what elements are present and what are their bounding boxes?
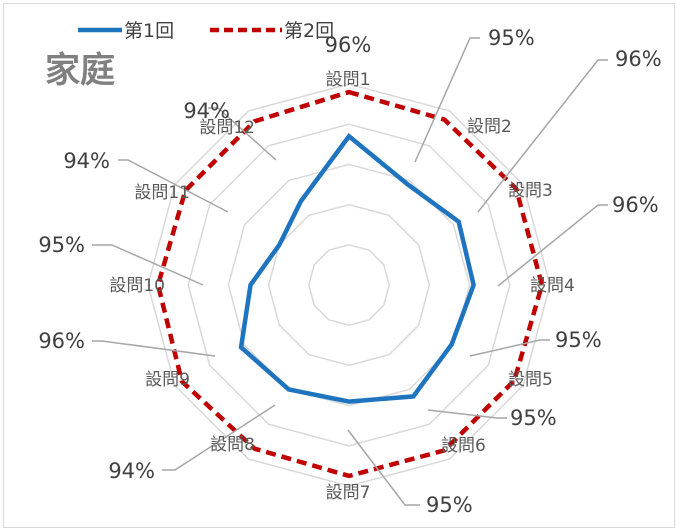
axis-label-1: 設問1 [326,70,371,90]
axis-label-7: 設問7 [326,483,371,503]
axis-label-2: 設問2 [467,117,512,137]
axis-label-3: 設問3 [508,181,553,201]
leader-line-5 [469,339,550,357]
chart-frame [3,3,675,528]
axis-label-11: 設問11 [134,183,190,203]
leader-line-11 [118,159,229,213]
grid-ring-3 [227,163,471,407]
series-2-line [155,89,545,479]
data-label-4: 96% [612,193,659,217]
data-label-leaders [92,37,608,506]
axis-labels: 設問1設問2設問3設問4設問5設問6設問7設問8設問9設問10設問11設問129… [38,26,661,517]
leader-line-12 [208,107,277,161]
leader-line-8 [162,404,276,471]
axis-label-5: 設問5 [508,370,553,390]
leader-line-10 [92,244,204,286]
data-label-9: 96% [38,329,85,353]
axis-label-10: 設問10 [109,276,165,296]
data-label-6: 95% [510,406,557,430]
data-label-11: 94% [63,149,110,173]
data-label-3: 96% [615,47,662,71]
axis-label-4: 設問4 [530,276,575,296]
chart-title: 家庭 [45,50,115,91]
grid-ring-1 [308,244,390,326]
data-label-2: 95% [488,26,535,50]
leader-line-7 [347,429,420,506]
legend-label-series-2: 第2回 [284,20,334,42]
axis-label-8: 設問8 [210,435,255,455]
series-1-line [238,133,476,404]
leader-line-2 [414,37,480,163]
data-label-8: 94% [108,459,155,483]
data-label-5: 95% [555,328,602,352]
grid-ring-5 [147,83,551,487]
grid-ring-4 [187,123,511,447]
leader-line-4 [497,204,608,287]
leader-line-3 [477,59,608,213]
grid-ring-2 [267,203,431,367]
data-label-12: 94% [183,99,230,123]
radar-grid [147,83,551,487]
data-label-10: 95% [38,233,85,257]
legend: 第1回 第2回 [78,20,334,42]
data-label-1: 96% [325,33,372,57]
legend-label-series-1: 第1回 [124,20,174,42]
data-label-7: 95% [426,493,473,517]
axis-label-9: 設問9 [145,370,190,390]
radar-series [155,89,545,479]
leader-line-9 [92,340,216,357]
axis-label-6: 設問6 [441,436,486,456]
leader-line-6 [427,409,507,419]
axis-label-12: 設問12 [199,118,255,138]
